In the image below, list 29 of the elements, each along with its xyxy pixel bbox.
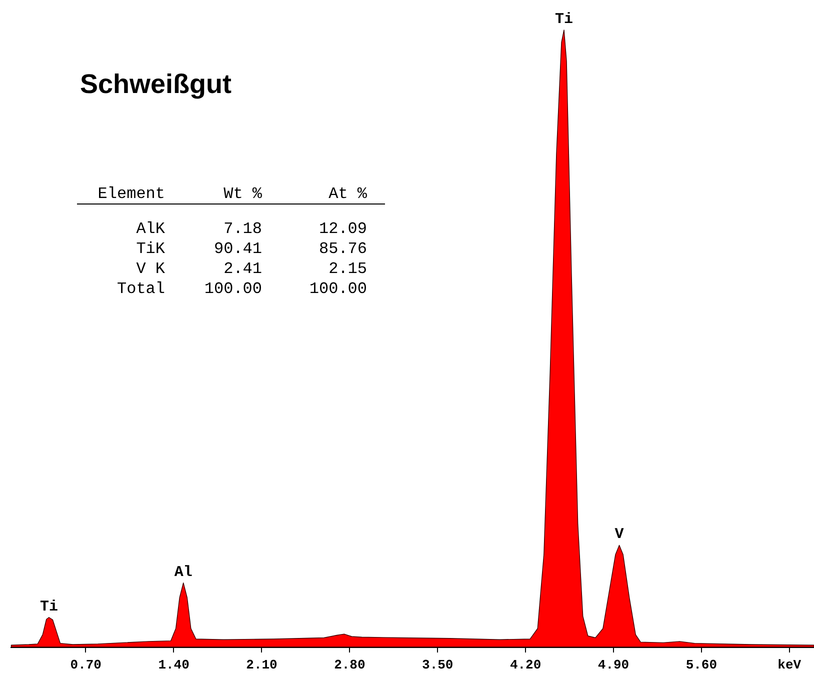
- annotation: 2.41: [224, 260, 262, 278]
- text: Schweißgut: [80, 69, 232, 99]
- annotation: 12.09: [318, 220, 367, 238]
- annotation: Al: [174, 564, 192, 581]
- x-tick-label: 2.80: [334, 658, 366, 672]
- x-tick-label: 4.20: [510, 658, 542, 672]
- annotation: At %: [328, 185, 368, 203]
- annotation: Total: [116, 280, 165, 298]
- x-tick-label: 3.50: [422, 658, 454, 672]
- annotation: AlK: [136, 220, 166, 238]
- annotation: TiK: [136, 240, 166, 258]
- annotation: Element: [98, 185, 165, 203]
- annotation: Wt %: [224, 185, 262, 203]
- annotation: V K: [136, 260, 166, 278]
- annotation: 90.41: [214, 240, 262, 258]
- x-tick-label: 1.40: [158, 658, 190, 672]
- x-tick-label: 4.90: [598, 658, 630, 672]
- x-tick-label: 5.60: [686, 658, 718, 672]
- x-tick-label: 0.70: [70, 658, 102, 672]
- x-tick-label: 2.10: [246, 658, 278, 672]
- annotation: 100.00: [204, 280, 262, 298]
- annotation: 100.00: [309, 280, 367, 298]
- annotation: 7.18: [224, 220, 262, 238]
- annotation: Ti: [40, 598, 58, 616]
- annotation: V: [614, 526, 624, 544]
- annotation: 2.15: [328, 260, 367, 278]
- annotation: 85.76: [318, 240, 367, 258]
- annotation: Ti: [555, 11, 574, 28]
- x-tick-label: keV: [778, 658, 802, 672]
